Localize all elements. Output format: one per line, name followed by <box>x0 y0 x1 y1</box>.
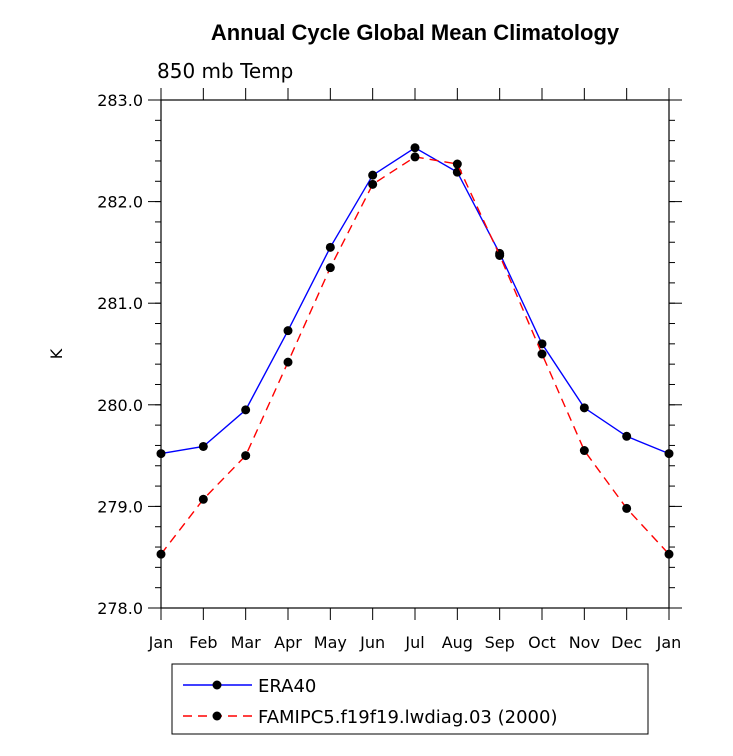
data-point <box>664 549 674 559</box>
y-tick-label: 280.0 <box>97 396 143 415</box>
x-tick-label: Jul <box>404 633 424 652</box>
data-point <box>325 242 335 252</box>
plot-axes: 278.0 279.0 280.0 281.0 282.0 283.0 Jan Feb Mar A… <box>97 88 682 652</box>
data-point <box>537 349 547 359</box>
y-axis-label: K <box>47 348 66 359</box>
chart-subtitle: 850 mb Temp <box>157 59 293 83</box>
data-point <box>368 179 378 189</box>
data-point <box>622 431 632 441</box>
data-point <box>579 446 589 456</box>
data-point <box>495 250 505 260</box>
data-point <box>410 143 420 153</box>
series-layer <box>156 143 674 559</box>
y-tick-label: 281.0 <box>97 294 143 313</box>
data-point <box>241 451 251 461</box>
x-tick-label: Aug <box>442 633 473 652</box>
series-1 <box>156 152 674 559</box>
x-tick-label: Nov <box>569 633 600 652</box>
x-tick-label: Dec <box>611 633 642 652</box>
legend-label: FAMIPC5.f19f19.lwdiag.03 (2000) <box>258 707 557 728</box>
data-point <box>283 326 293 336</box>
data-point <box>198 494 208 504</box>
data-point <box>283 357 293 367</box>
x-tick-label: May <box>314 633 347 652</box>
series-line <box>160 146 670 455</box>
x-tick-label: Mar <box>231 633 262 652</box>
x-tick-label: Feb <box>189 633 217 652</box>
y-tick-label: 279.0 <box>97 497 143 516</box>
data-point <box>537 339 547 349</box>
data-point <box>198 441 208 451</box>
x-tick-label: Apr <box>274 633 302 652</box>
legend-marker <box>212 711 222 721</box>
data-point <box>622 503 632 513</box>
series-line <box>160 156 670 555</box>
y-tick-label: 278.0 <box>97 599 143 618</box>
x-tick-label: Oct <box>528 633 556 652</box>
legend-box <box>171 663 649 735</box>
x-tick-label: Sep <box>485 633 515 652</box>
plot-frame <box>160 99 670 609</box>
series-0 <box>156 143 674 459</box>
legend-marker <box>212 680 222 690</box>
x-tick-label: Jan <box>656 633 682 652</box>
y-tick-label: 282.0 <box>97 193 143 212</box>
x-tick-label: Jun <box>359 633 385 652</box>
chart-title: Annual Cycle Global Mean Climatology <box>211 20 620 45</box>
data-point <box>241 405 251 415</box>
data-point <box>410 152 420 162</box>
data-point <box>325 263 335 273</box>
y-tick-label: 283.0 <box>97 91 143 110</box>
legend: ERA40 FAMIPC5.f19f19.lwdiag.03 (2000) <box>171 663 649 735</box>
legend-label: ERA40 <box>258 676 316 697</box>
data-point <box>579 403 589 413</box>
data-point <box>368 170 378 180</box>
data-point <box>156 449 166 459</box>
data-point <box>664 449 674 459</box>
x-tick-label: Jan <box>148 633 174 652</box>
data-point <box>156 549 166 559</box>
data-point <box>452 159 462 169</box>
